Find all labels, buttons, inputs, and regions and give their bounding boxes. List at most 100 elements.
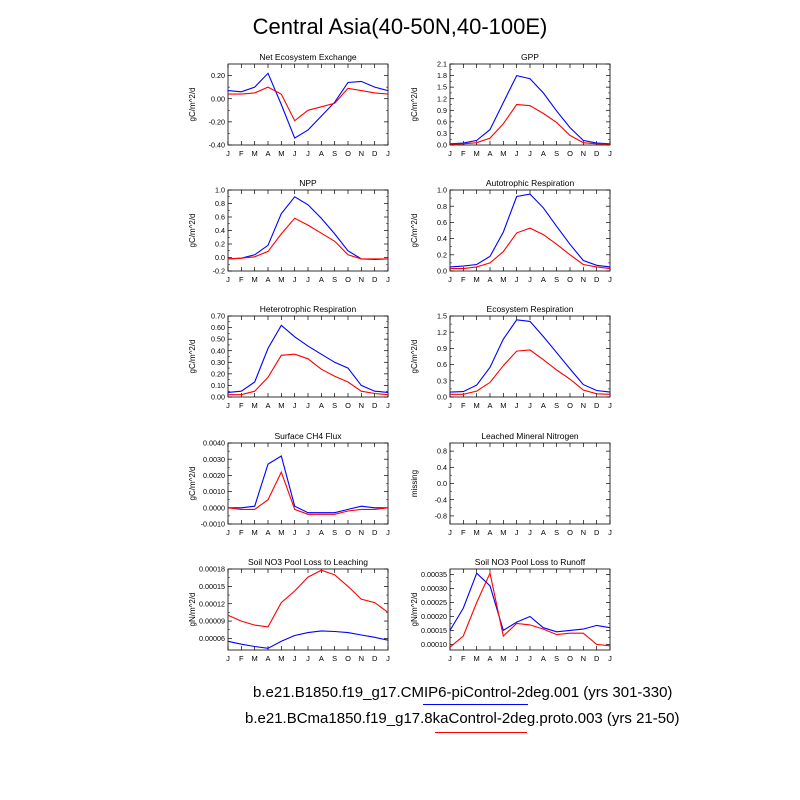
x-tick-label: M [474,275,480,284]
y-tick-label: 0.2 [215,240,225,249]
y-tick-label: 0.0030 [203,455,225,464]
x-tick-label: J [226,275,230,284]
x-tick-label: J [306,654,310,663]
y-tick-label: 0.00018 [199,565,225,574]
x-tick-label: J [528,149,532,158]
x-tick-label: S [332,275,337,284]
x-tick-label: O [345,149,351,158]
panel-title: Leached Mineral Nitrogen [481,431,579,441]
series-line-2 [227,569,389,628]
series-line-2 [450,227,611,270]
x-tick-label: J [608,275,612,284]
y-tick-label: 0.00 [211,94,225,103]
x-tick-label: J [608,401,612,410]
x-tick-label: J [226,401,230,410]
y-tick-label: 0.60 [211,323,225,332]
y-tick-label: 0.0010 [203,487,225,496]
y-tick-label: 0.30 [211,358,225,367]
x-tick-label: J [528,528,532,537]
plot-frame [227,315,389,398]
series-line-2 [228,86,389,122]
y-tick-label: 1.2 [437,94,447,103]
x-tick-label: A [541,401,546,410]
y-tick-label: 0.6 [437,218,447,227]
plot-frame [449,63,611,146]
legend-entry-2: b.e21.BCma1850.f19_g17.8kaControl-2deg.p… [245,710,680,727]
y-tick-label: 0.20 [211,369,225,378]
y-tick-label: -0.20 [209,117,225,126]
x-tick-label: D [372,149,378,158]
x-tick-label: M [500,654,506,663]
y-tick-label: 0.00035 [421,570,447,579]
series-line-1 [449,193,611,268]
y-tick-label: 0.00012 [199,599,225,608]
x-tick-label: M [500,528,506,537]
y-tick-label: 0.8 [437,202,447,211]
x-tick-label: A [541,275,546,284]
x-tick-label: M [500,275,506,284]
x-tick-label: M [474,528,480,537]
x-tick-label: J [293,528,297,537]
x-tick-label: M [474,149,480,158]
y-tick-label: 0.4 [437,234,447,243]
x-tick-label: F [239,401,244,410]
y-axis-label: gC/m^2/d [188,340,197,374]
y-axis-label: gC/m^2/d [410,88,419,122]
y-tick-label: 0.00015 [421,626,447,635]
panel-title: GPP [521,52,539,62]
series-line-2 [450,349,611,395]
y-tick-label: 0.9 [437,106,447,115]
x-tick-label: S [554,275,559,284]
y-tick-label: 1.5 [437,83,447,92]
y-tick-label: 0.6 [215,213,225,222]
x-tick-label: J [386,275,390,284]
x-tick-label: O [345,401,351,410]
y-tick-label: 1.0 [437,186,447,195]
x-tick-label: D [594,401,600,410]
x-tick-label: M [500,149,506,158]
x-tick-label: F [461,654,466,663]
y-tick-label: 0.50 [211,335,225,344]
x-tick-label: M [252,275,258,284]
x-tick-label: D [594,654,600,663]
chart-panel-8: Leached Mineral Nitrogen missing 0.8 0.4 0.0… [410,431,612,537]
x-tick-label: N [581,654,586,663]
y-tick-label: 0.0000 [203,503,225,512]
y-tick-label: -0.4 [435,495,447,504]
panel-title: Surface CH4 Flux [274,431,342,441]
y-tick-label: 0.10 [211,381,225,390]
x-tick-label: J [306,149,310,158]
x-tick-label: J [515,654,519,663]
x-tick-label: N [359,149,364,158]
y-tick-label: 0.0 [215,253,225,262]
x-tick-label: M [252,528,258,537]
x-tick-label: M [278,275,284,284]
series-line-1 [449,319,611,393]
series-line-1 [227,324,389,393]
chart-panel-1: Net Ecosystem Exchange gC/m^2/d 0.20 0.00 -0… [188,52,390,158]
x-tick-label: N [581,528,586,537]
x-tick-label: O [567,528,573,537]
panel-title: Net Ecosystem Exchange [259,52,357,62]
x-tick-label: J [448,149,452,158]
x-tick-label: J [528,401,532,410]
x-tick-label: A [265,401,270,410]
x-tick-label: A [319,654,324,663]
x-tick-label: F [461,401,466,410]
x-tick-label: M [252,149,258,158]
chart-panel-6: Ecosystem Respiration gC/m^2/d 1.5 1.2 0.9 0.… [410,304,612,410]
y-tick-label: 0.6 [437,360,447,369]
series-line-1 [227,630,389,649]
x-tick-label: N [581,275,586,284]
x-tick-label: F [461,528,466,537]
y-tick-label: 0.0 [437,141,447,150]
x-tick-label: O [567,654,573,663]
x-tick-label: N [359,275,364,284]
y-tick-label: 1.0 [215,186,225,195]
x-tick-label: J [386,401,390,410]
x-tick-label: J [448,528,452,537]
y-tick-label: 2.1 [437,60,447,69]
x-tick-label: F [461,275,466,284]
plot-frame [449,315,611,398]
